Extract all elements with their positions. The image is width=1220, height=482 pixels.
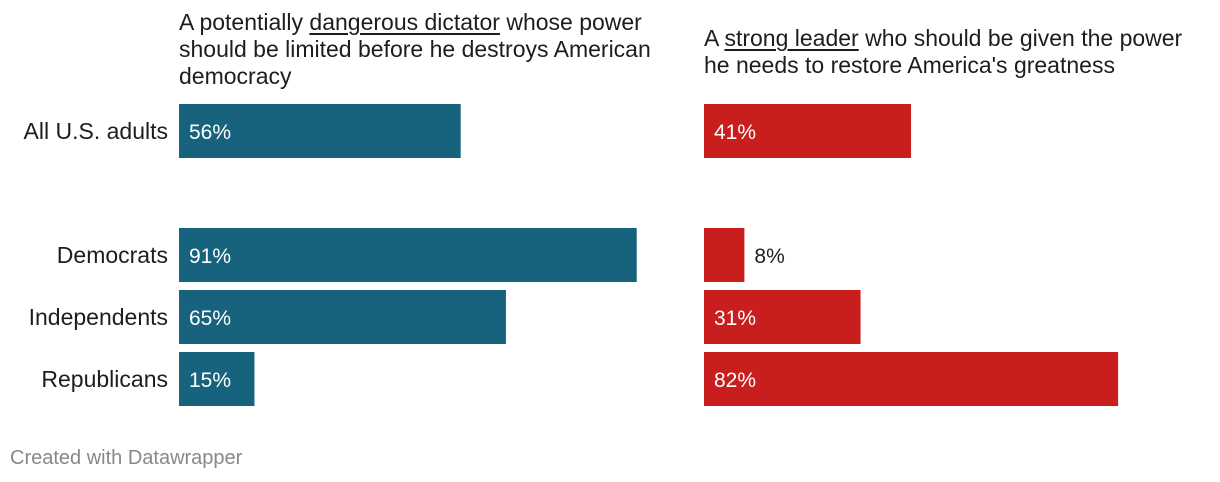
row-label: Democrats bbox=[57, 242, 168, 268]
value-label: 31% bbox=[714, 307, 756, 330]
bar-series1-row2 bbox=[704, 290, 861, 344]
right-title-underlined: strong leader bbox=[724, 25, 859, 51]
bar-series0-row0 bbox=[179, 104, 461, 158]
value-label: 91% bbox=[189, 245, 231, 268]
right-series-title: A strong leader who should be given the … bbox=[704, 25, 1214, 79]
value-label: 41% bbox=[714, 121, 756, 144]
left-series-title: A potentially dangerous dictator whose p… bbox=[179, 9, 689, 90]
left-title-after: whose power should be limited before he … bbox=[179, 9, 651, 89]
datawrapper-credit[interactable]: Created with Datawrapper bbox=[10, 447, 243, 469]
row-label: Independents bbox=[29, 304, 168, 330]
split-bar-chart: All U.S. adults Democrats Independents Repu… bbox=[24, 104, 1119, 406]
left-title-underlined: dangerous dictator bbox=[309, 9, 500, 35]
value-label: 15% bbox=[189, 369, 231, 392]
right-title-after: who should be given the power he needs t… bbox=[704, 25, 1183, 78]
row-label: All U.S. adults bbox=[24, 118, 168, 144]
right-title-before: A bbox=[704, 25, 725, 51]
value-label: 65% bbox=[189, 307, 231, 330]
value-label: 56% bbox=[189, 121, 231, 144]
bar-series1-row1 bbox=[704, 228, 745, 282]
left-title-before: A potentially bbox=[179, 9, 310, 35]
bar-series1-row0 bbox=[704, 104, 912, 158]
bar-series0-row2 bbox=[179, 290, 506, 344]
bar-series1-row3 bbox=[704, 352, 1119, 406]
bar-series0-row3 bbox=[179, 352, 255, 406]
value-label: 8% bbox=[754, 245, 784, 268]
value-label: 82% bbox=[714, 369, 756, 392]
bar-series0-row1 bbox=[179, 228, 637, 282]
row-label: Republicans bbox=[41, 366, 168, 392]
